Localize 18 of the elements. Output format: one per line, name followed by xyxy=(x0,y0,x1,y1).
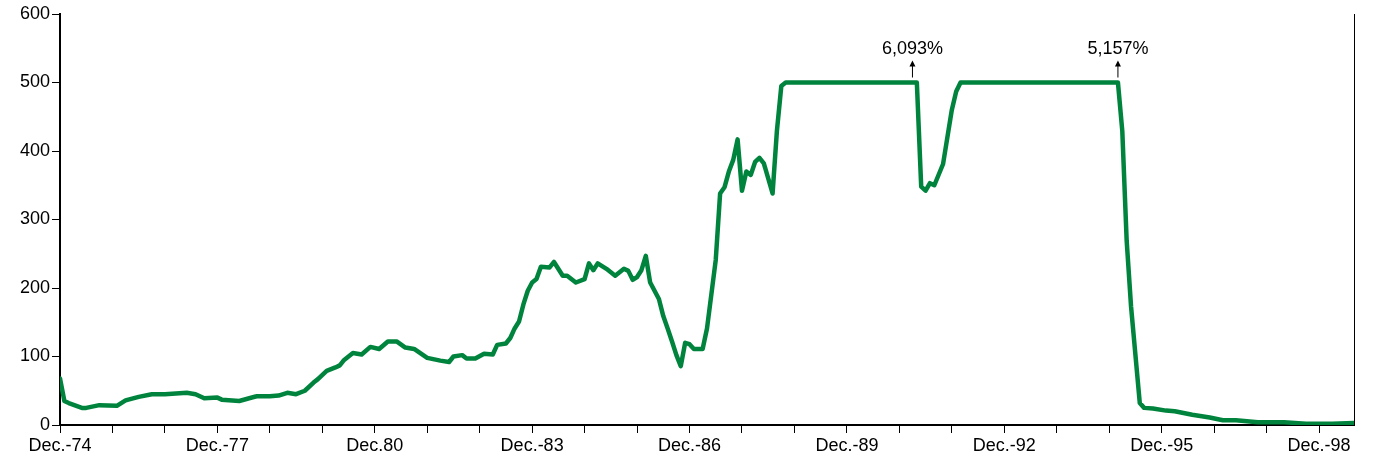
x-tick-label: Dec.80 xyxy=(346,434,404,455)
x-tick-label: Dec.-92 xyxy=(972,434,1036,455)
y-tick-label: 100 xyxy=(19,345,50,366)
y-tick-label: 500 xyxy=(19,71,50,92)
x-tick-label: Dec.-98 xyxy=(1287,434,1351,455)
annotation: 5,157% xyxy=(1087,38,1149,59)
x-tick-label: Dec.-83 xyxy=(500,434,564,455)
y-tick-label: 0 xyxy=(39,413,50,434)
y-tick-label: 200 xyxy=(19,276,50,297)
x-tick-label: Dec.-89 xyxy=(815,434,879,455)
annotation: 6,093% xyxy=(881,38,943,59)
x-tick-label: Dec.-95 xyxy=(1130,434,1194,455)
y-tick-label: 600 xyxy=(19,2,50,23)
x-tick-label: Dec.-86 xyxy=(658,434,722,455)
x-tick-label: Dec.-74 xyxy=(28,434,92,455)
x-tick-label: Dec.-77 xyxy=(185,434,249,455)
y-tick-label: 400 xyxy=(19,139,50,160)
y-tick-label: 300 xyxy=(19,208,50,229)
